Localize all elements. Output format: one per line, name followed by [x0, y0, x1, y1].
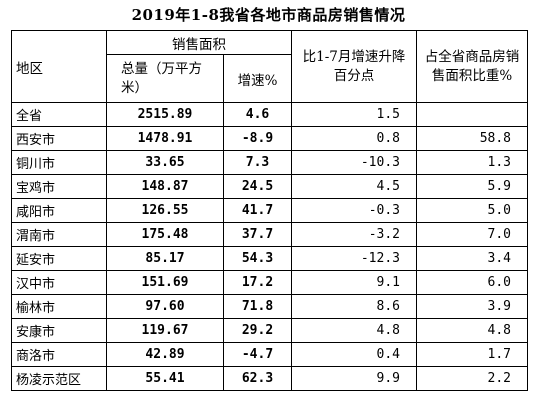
cell-share: 2.2 — [416, 366, 528, 391]
table-row: 宝鸡市 148.87 24.5 4.5 5.9 — [11, 174, 528, 199]
table-row: 渭南市 175.48 37.7 -3.2 7.0 — [11, 222, 528, 247]
table-row: 榆林市 97.60 71.8 8.6 3.9 — [11, 294, 528, 319]
cell-region: 渭南市 — [11, 222, 107, 247]
header-change: 比1-7月增速升降百分点 — [291, 30, 417, 103]
cell-change: 0.4 — [291, 342, 417, 367]
table-body: 地区 销售面积 比1-7月增速升降百分点 占全省商品房销售面积比重% 总量（万平… — [11, 30, 528, 391]
cell-growth: 29.2 — [223, 318, 292, 343]
cell-growth: -8.9 — [223, 126, 292, 151]
cell-growth: -4.7 — [223, 342, 292, 367]
cell-share: 1.7 — [416, 342, 528, 367]
cell-total: 55.41 — [106, 366, 224, 391]
cell-total: 1478.91 — [106, 126, 224, 151]
cell-share: 5.9 — [416, 174, 528, 199]
cell-region: 咸阳市 — [11, 198, 107, 223]
cell-region: 安康市 — [11, 318, 107, 343]
cell-share: 58.8 — [416, 126, 528, 151]
header-sales-area: 销售面积 — [106, 30, 292, 55]
cell-change: -12.3 — [291, 246, 417, 271]
cell-growth: 17.2 — [223, 270, 292, 295]
cell-share: 3.4 — [416, 246, 528, 271]
cell-total: 148.87 — [106, 174, 224, 199]
cell-share: 1.3 — [416, 150, 528, 175]
header-total: 总量（万平方米） — [106, 54, 224, 103]
cell-growth: 54.3 — [223, 246, 292, 271]
table-row: 商洛市 42.89 -4.7 0.4 1.7 — [11, 342, 528, 367]
cell-total: 126.55 — [106, 198, 224, 223]
header-row-1: 地区 销售面积 比1-7月增速升降百分点 占全省商品房销售面积比重% — [11, 30, 528, 103]
cell-total: 85.17 — [106, 246, 224, 271]
cell-share: 7.0 — [416, 222, 528, 247]
table-row: 汉中市 151.69 17.2 9.1 6.0 — [11, 270, 528, 295]
cell-change: 4.8 — [291, 318, 417, 343]
cell-growth: 24.5 — [223, 174, 292, 199]
header-share: 占全省商品房销售面积比重% — [416, 30, 528, 103]
cell-total: 97.60 — [106, 294, 224, 319]
cell-region: 榆林市 — [11, 294, 107, 319]
cell-change: 1.5 — [291, 102, 417, 127]
cell-change: 9.1 — [291, 270, 417, 295]
cell-share: 3.9 — [416, 294, 528, 319]
cell-region: 杨凌示范区 — [11, 366, 107, 391]
cell-total: 151.69 — [106, 270, 224, 295]
table-row: 安康市 119.67 29.2 4.8 4.8 — [11, 318, 528, 343]
cell-region: 汉中市 — [11, 270, 107, 295]
cell-growth: 41.7 — [223, 198, 292, 223]
sales-table: 地区 销售面积 比1-7月增速升降百分点 占全省商品房销售面积比重% 总量（万平… — [11, 30, 528, 391]
table-row: 延安市 85.17 54.3 -12.3 3.4 — [11, 246, 528, 271]
table-row: 铜川市 33.65 7.3 -10.3 1.3 — [11, 150, 528, 175]
cell-region: 商洛市 — [11, 342, 107, 367]
cell-share — [416, 102, 528, 127]
cell-growth: 71.8 — [223, 294, 292, 319]
cell-total: 175.48 — [106, 222, 224, 247]
cell-region: 铜川市 — [11, 150, 107, 175]
cell-growth: 37.7 — [223, 222, 292, 247]
cell-total: 119.67 — [106, 318, 224, 343]
cell-region: 西安市 — [11, 126, 107, 151]
table-row: 咸阳市 126.55 41.7 -0.3 5.0 — [11, 198, 528, 223]
cell-region: 全省 — [11, 102, 107, 127]
cell-change: -0.3 — [291, 198, 417, 223]
page-title: 2019年1-8我省各地市商品房销售情况 — [131, 6, 406, 24]
cell-change: 8.6 — [291, 294, 417, 319]
cell-growth: 4.6 — [223, 102, 292, 127]
cell-change: -10.3 — [291, 150, 417, 175]
cell-change: 0.8 — [291, 126, 417, 151]
table-row: 全省 2515.89 4.6 1.5 — [11, 102, 528, 127]
cell-share: 5.0 — [416, 198, 528, 223]
header-row-2: 总量（万平方米） 增速% — [12, 54, 528, 103]
header-growth: 增速% — [223, 54, 292, 103]
header-region: 地区 — [11, 30, 107, 103]
cell-change: -3.2 — [291, 222, 417, 247]
cell-total: 33.65 — [106, 150, 224, 175]
cell-total: 42.89 — [106, 342, 224, 367]
cell-region: 延安市 — [11, 246, 107, 271]
cell-region: 宝鸡市 — [11, 174, 107, 199]
cell-total: 2515.89 — [106, 102, 224, 127]
cell-share: 6.0 — [416, 270, 528, 295]
table-row: 西安市 1478.91 -8.9 0.8 58.8 — [11, 126, 528, 151]
cell-share: 4.8 — [416, 318, 528, 343]
cell-growth: 62.3 — [223, 366, 292, 391]
cell-growth: 7.3 — [223, 150, 292, 175]
cell-change: 9.9 — [291, 366, 417, 391]
table-row: 杨凌示范区 55.41 62.3 9.9 2.2 — [11, 366, 528, 391]
cell-change: 4.5 — [291, 174, 417, 199]
